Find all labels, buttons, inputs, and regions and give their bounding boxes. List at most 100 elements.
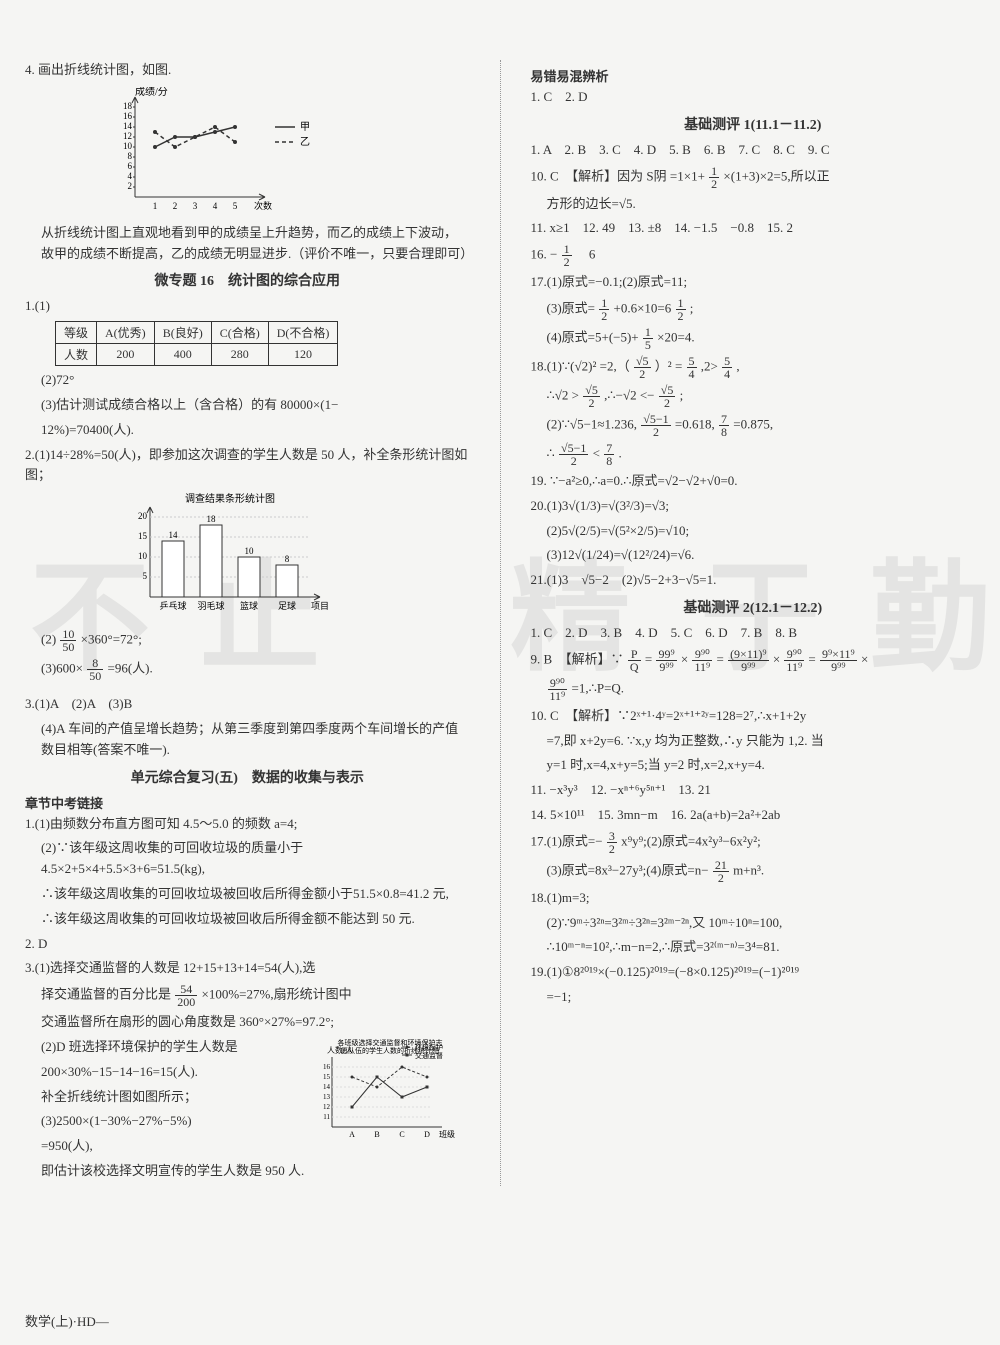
- svg-text:5: 5: [233, 201, 238, 211]
- t: ）² =: [655, 358, 682, 373]
- svg-text:8: 8: [128, 151, 133, 161]
- svg-text:10: 10: [123, 141, 133, 151]
- b1-17-3: (3)原式= 12 +0.6×10=6 12 ;: [531, 297, 976, 322]
- bar-chart: 调查结果条形统计图 5101520 1418108: [115, 492, 345, 622]
- err-title: 易错易混辨析: [531, 66, 976, 85]
- t: 10. C 【解析】因为 S阴 =1×1+: [531, 168, 705, 183]
- svg-text:11: 11: [323, 1113, 330, 1121]
- err-ans: 1. C 2. D: [531, 87, 976, 108]
- t: 方形的边长=: [547, 196, 619, 211]
- q2-2: (2) 1050 ×360°=72°;: [25, 628, 470, 653]
- t: ×: [681, 651, 688, 666]
- b2-10a: 10. C 【解析】∵2ˣ⁺¹·4ʸ=2ˣ⁺¹⁺²ʸ=128=2⁷,∴x+1+2…: [531, 706, 976, 727]
- t: x⁹y⁹;(2)原式=4x²y³−6x²y²;: [621, 833, 761, 848]
- t: ×: [861, 651, 868, 666]
- b2-10b: =7,即 x+2y=6. ∵x,y 均为正整数,∴y 只能为 1,2. 当: [531, 731, 976, 752]
- b2-9: 9. B 【解析】∵ PQ = 99⁹9⁹⁹ × 9⁹⁰11⁹ = (9×11)…: [531, 648, 976, 673]
- fraction: 12: [676, 297, 686, 322]
- b2-17-1: 17.(1)原式=− 32 x⁹y⁹;(2)原式=4x²y³−6x²y²;: [531, 830, 976, 855]
- b1-21: 21.(1)3 √5−2 (2)√5−2+3−√5=1.: [531, 570, 976, 591]
- t: .: [618, 445, 621, 460]
- fraction: 15: [643, 326, 653, 351]
- label: (2): [41, 632, 56, 647]
- svg-text:A: A: [349, 1130, 355, 1139]
- b2-row2: 11. −x³y³ 12. −xⁿ⁺⁶y⁵ⁿ⁺¹ 13. 21: [531, 780, 976, 801]
- svg-text:班级: 班级: [439, 1129, 455, 1139]
- b1-17-4: (4)原式=5+(−5)+ 15 ×20=4.: [531, 326, 976, 351]
- u3-2c: 补全折线统计图如图所示；: [25, 1087, 302, 1108]
- chapter-link: 章节中考链接: [25, 793, 470, 812]
- u3-2a: (2)D 班选择环境保护的学生人数是: [25, 1037, 302, 1058]
- t: (3)原式=: [547, 300, 596, 315]
- fraction: 54: [687, 355, 697, 380]
- q3-4: (4)A 车间的产值呈增长趋势；从第三季度到第四季度两个车间增长的产值数目相等(…: [25, 719, 470, 761]
- fraction: 9⁹⁰11⁹: [548, 677, 568, 702]
- svg-text:交通监督: 交通监督: [415, 1051, 443, 1060]
- base1-title: 基础测评 1(11.1－11.2): [531, 114, 976, 134]
- fraction: 32: [607, 830, 617, 855]
- cell: A(优秀): [97, 322, 155, 344]
- svg-text:乙: 乙: [300, 136, 310, 148]
- u1-2c: ∴该年级这周收集的可回收垃圾被回收后所得金额不能达到 50 元.: [25, 909, 470, 930]
- fraction: 54200: [175, 983, 197, 1008]
- left-column: 4. 画出折线统计图，如图. 成绩/分 246 81012 141618: [25, 60, 470, 1186]
- u1-2: (2)∵该年级这周收集的可回收垃圾的质量小于 4.5×2+5×4+5.5×3+6…: [25, 838, 470, 880]
- b1-20-2: (2)5√(2/5)=√(5²×2/5)=√10;: [531, 521, 976, 542]
- b1-10c: 方形的边长=√5.: [531, 194, 976, 215]
- svg-text:B: B: [374, 1130, 379, 1139]
- q1-1: 1.(1): [25, 296, 470, 317]
- fraction: 212: [713, 859, 729, 884]
- t: =0.875,: [733, 416, 773, 431]
- fraction: √52: [583, 384, 600, 409]
- b2-19a: 19.(1)①8²⁰¹⁹×(−0.125)²⁰¹⁹=(−8×0.125)²⁰¹⁹…: [531, 962, 976, 983]
- label: (3)600×: [41, 661, 83, 676]
- q2-1: 2.(1)14÷28%=50(人)，即参加这次调查的学生人数是 50 人，补全条…: [25, 445, 470, 487]
- svg-text:人数/人: 人数/人: [327, 1045, 353, 1055]
- q1-3a: (3)估计测试成绩合格以上（含合格）的有 80000×(1−: [25, 395, 470, 416]
- svg-text:14: 14: [169, 530, 179, 540]
- t: ×20=4.: [657, 329, 694, 344]
- svg-text:足球: 足球: [278, 600, 296, 611]
- t: ,: [736, 358, 739, 373]
- t: 16. −: [531, 247, 558, 262]
- svg-text:调查结果条形统计图: 调查结果条形统计图: [185, 492, 275, 505]
- fraction: √52: [659, 384, 676, 409]
- t: (2)∵√5−1≈1.236,: [547, 416, 638, 431]
- fraction: PQ: [628, 648, 641, 673]
- t: (4)原式=5+(−5)+: [547, 329, 639, 344]
- fraction: 78: [719, 413, 729, 438]
- q4-text: 4. 画出折线统计图，如图.: [25, 60, 470, 81]
- svg-text:羽毛球: 羽毛球: [197, 600, 224, 611]
- tail: =96(人).: [108, 661, 153, 676]
- fraction: 12: [562, 243, 572, 268]
- svg-text:3: 3: [193, 201, 198, 211]
- line-chart: 成绩/分 246 81012 141618: [105, 87, 325, 217]
- fraction: 9⁹⁰11⁹: [692, 648, 712, 673]
- t: 6: [576, 247, 596, 262]
- cell: D(不合格): [268, 322, 338, 344]
- svg-text:15: 15: [138, 531, 148, 541]
- unit-title: 单元综合复习(五) 数据的收集与表示: [25, 767, 470, 787]
- t: =: [808, 651, 815, 666]
- b2-17-3: (3)原式=8x³−27y³;(4)原式=n− 212 m+n³.: [531, 859, 976, 884]
- base2-title: 基础测评 2(12.1－12.2): [531, 597, 976, 617]
- t: =: [645, 651, 652, 666]
- table-row: 等级 A(优秀) B(良好) C(合格) D(不合格): [56, 322, 338, 344]
- q1-2: (2)72°: [25, 370, 470, 391]
- fraction: 99⁹9⁹⁹: [656, 648, 676, 673]
- cell: B(良好): [154, 322, 211, 344]
- fraction: 850: [87, 657, 103, 682]
- u1-2b: ∴该年级这周收集的可回收垃圾被回收后所得金额小于51.5×0.8=41.2 元,: [25, 884, 470, 905]
- svg-text:次数: 次数: [254, 200, 272, 211]
- t: <: [593, 445, 600, 460]
- svg-text:15: 15: [323, 1073, 331, 1081]
- u3-3c: 即估计该校选择文明宣传的学生人数是 950 人.: [25, 1161, 470, 1182]
- b2-18-1: 18.(1)m=3;: [531, 888, 976, 909]
- t: =0.618,: [675, 416, 715, 431]
- b1-20-3: (3)12√(1/24)=√(12²/24)=√6.: [531, 545, 976, 566]
- cell: C(合格): [211, 322, 268, 344]
- t: ∴√2 >: [547, 387, 580, 402]
- u3-3a: (3)2500×(1−30%−27%−5%): [25, 1111, 302, 1132]
- b2-row1: 1. C 2. D 3. B 4. D 5. C 6. D 7. B 8. B: [531, 623, 976, 644]
- t: ,2>: [701, 358, 718, 373]
